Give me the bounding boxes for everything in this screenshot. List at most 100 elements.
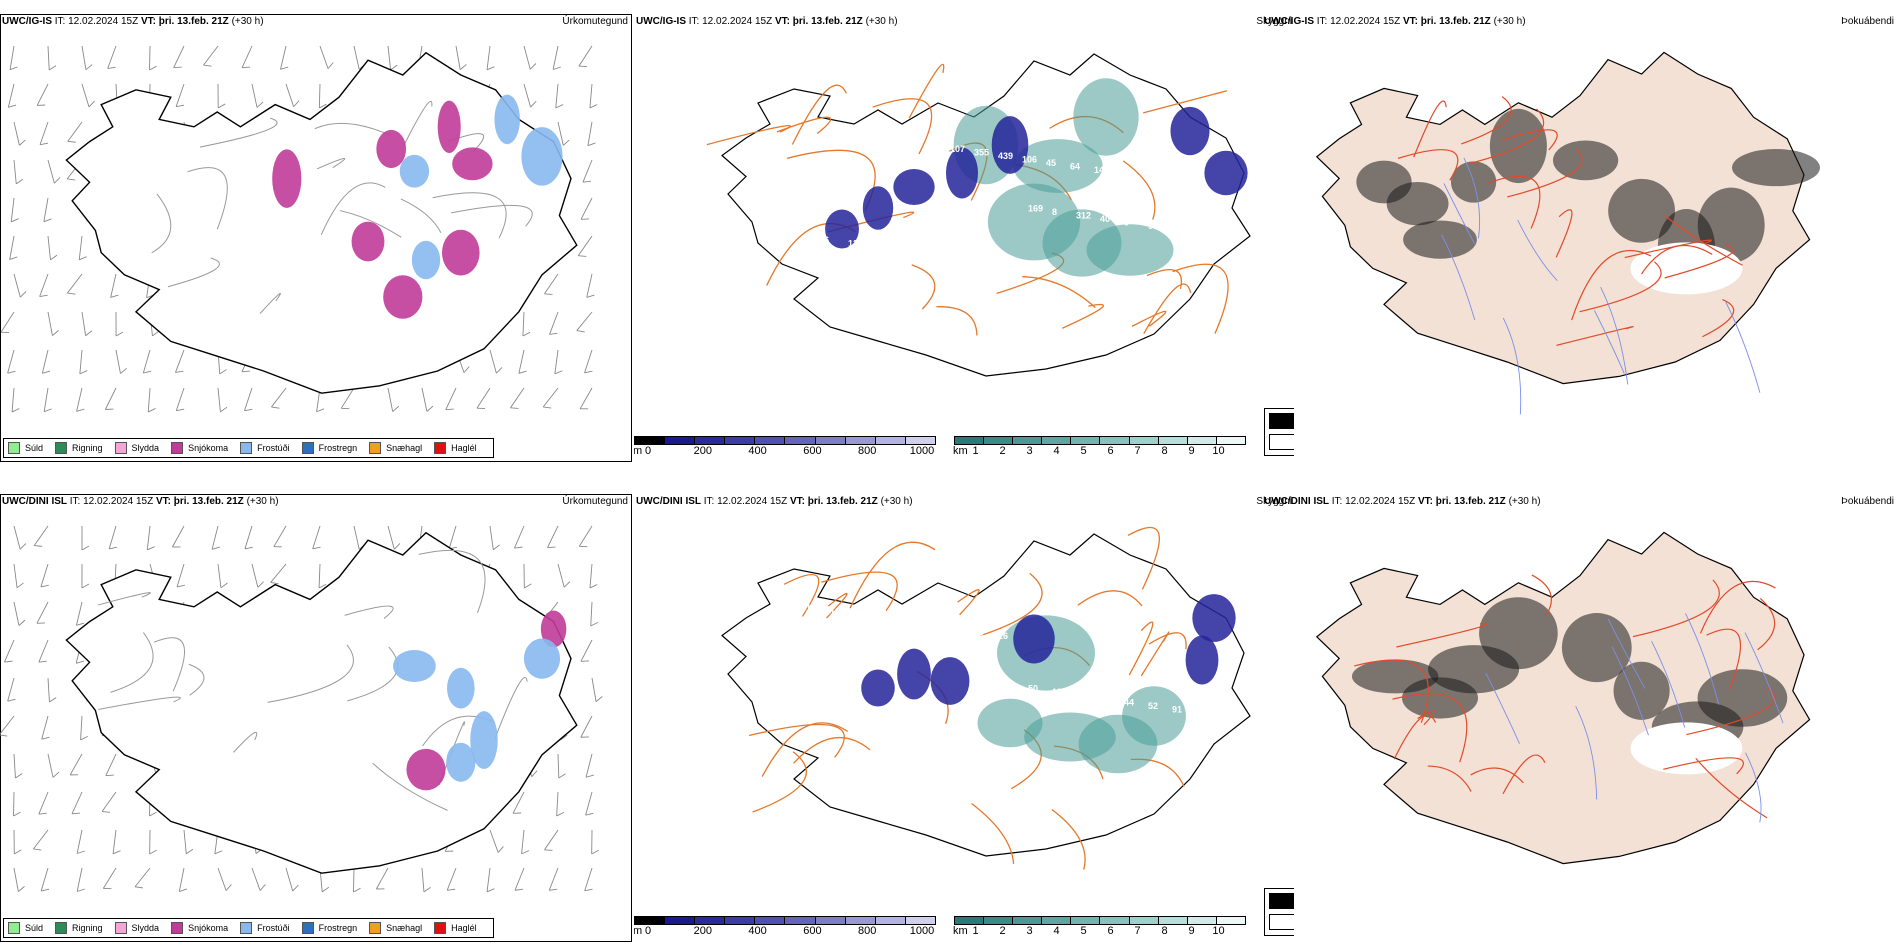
- freezing-drizzle-area: [446, 742, 476, 782]
- wind-barb: [13, 525, 27, 550]
- wind-barb: [13, 829, 22, 855]
- wind-barb: [178, 867, 188, 892]
- colorbar-swatch: [1100, 437, 1130, 444]
- wind-barb-staff: [523, 45, 531, 70]
- wind-barb: [285, 83, 300, 108]
- legend-label: Frostregn: [318, 923, 358, 933]
- wind-barb: [110, 273, 119, 298]
- wind-barb-staff: [40, 563, 49, 588]
- road-line: [971, 803, 1015, 865]
- wind-barb-flag: [14, 849, 22, 855]
- wind-barb-staff: [576, 311, 593, 331]
- wind-barb-staff: [353, 45, 360, 70]
- wind-barb-flag: [521, 850, 530, 855]
- legend-swatch: [301, 442, 314, 454]
- wind-barb-staff: [142, 349, 151, 374]
- wind-barb: [584, 349, 593, 374]
- wind-barb: [33, 525, 49, 547]
- wind-barb-flag: [38, 812, 47, 815]
- wind-barb-flag: [580, 218, 590, 220]
- wind-barb-flag: [0, 734, 8, 737]
- wind-barb: [0, 311, 15, 334]
- colorbar-swatch: [1187, 437, 1217, 444]
- wind-barb-flag: [463, 366, 470, 373]
- model-name: UWC/DINI ISL: [2, 496, 67, 507]
- wind-barb: [108, 525, 118, 550]
- precip-legend-item: Snjókoma: [171, 442, 228, 454]
- model-name: UWC/DINI ISL: [636, 496, 701, 507]
- road-line: [344, 605, 394, 619]
- colorbar-swatch: [725, 437, 756, 444]
- wind-barb-flag: [259, 884, 266, 891]
- wind-barb-flag: [219, 369, 227, 375]
- road-line: [1695, 757, 1768, 819]
- wind-barb-staff: [589, 83, 593, 108]
- road-line: [432, 192, 507, 239]
- wind-barb-flag: [112, 850, 121, 855]
- freezing-drizzle-area: [523, 638, 561, 679]
- wind-barb-staff: [39, 121, 49, 145]
- wind-barb: [40, 563, 49, 588]
- wind-barb-flag: [143, 370, 152, 374]
- wind-barb-flag: [67, 140, 76, 143]
- wind-barb: [9, 45, 18, 71]
- colorbar-swatch: [695, 437, 726, 444]
- ceiling-value-label: 104: [830, 607, 845, 617]
- wind-barb: [578, 45, 593, 68]
- wind-barb-flag: [149, 65, 157, 71]
- road-line: [1022, 276, 1096, 309]
- wind-barb-flag: [558, 773, 566, 779]
- wind-barb-flag: [176, 408, 185, 412]
- lead-time: (+30 h): [880, 496, 913, 507]
- wind-barb: [544, 829, 559, 851]
- precip-legend-item: Snæhagl: [369, 442, 422, 454]
- wind-barb-staff: [11, 387, 15, 412]
- wind-barb-staff: [448, 525, 457, 550]
- legend-swatch: [114, 922, 127, 934]
- wind-barb: [421, 387, 434, 412]
- colorbar-tick: 4: [1053, 925, 1060, 937]
- wind-barb-flag: [549, 332, 558, 335]
- wind-barb-flag: [18, 886, 25, 892]
- fog-index-area: [1732, 149, 1820, 187]
- road-line: [199, 117, 278, 148]
- road-line: [849, 541, 936, 609]
- wind-barb-flag: [212, 546, 221, 550]
- road-line: [1051, 808, 1086, 870]
- wind-barb-staff: [203, 45, 219, 66]
- wind-barb: [217, 867, 232, 891]
- wind-barb-flag: [0, 331, 10, 334]
- wind-barb-staff: [43, 197, 49, 222]
- wind-barb-staff: [41, 349, 49, 374]
- wind-barb-flag: [256, 101, 264, 108]
- road-line: [1686, 687, 1775, 736]
- wind-barb-flag: [52, 771, 60, 778]
- wind-barb: [203, 45, 219, 67]
- ceiling-value-label: 52: [1148, 701, 1158, 711]
- wind-barb-staff: [489, 525, 494, 550]
- colorbar-swatch: [1216, 437, 1245, 444]
- snow-area: [452, 147, 493, 181]
- wind-barb-flag: [576, 330, 585, 333]
- legend-label: Súld: [25, 923, 44, 933]
- colorbar-swatch: [1158, 917, 1188, 924]
- coastline: [65, 531, 578, 874]
- wind-barb-staff: [489, 349, 497, 374]
- colorbar-tick: 6: [1107, 445, 1114, 457]
- road-line: [167, 257, 220, 288]
- wind-barb-flag: [41, 736, 50, 740]
- wind-barb-flag: [531, 770, 538, 777]
- river-line: [1517, 219, 1558, 281]
- wind-barb-flag: [393, 543, 401, 550]
- lead-time: (+30 h): [1493, 16, 1526, 27]
- wind-barb-flag: [591, 849, 599, 855]
- wind-barb-staff: [47, 753, 54, 778]
- road-line: [776, 116, 832, 135]
- wind-barb: [523, 563, 532, 589]
- wind-barb-flag: [16, 582, 24, 589]
- road-line: [908, 63, 945, 119]
- wind-barb: [585, 753, 594, 778]
- ceiling-value-label: 50: [1028, 684, 1038, 694]
- init-time: IT: 12.02.2024 15Z: [69, 496, 154, 507]
- wind-barb-staff: [0, 311, 15, 333]
